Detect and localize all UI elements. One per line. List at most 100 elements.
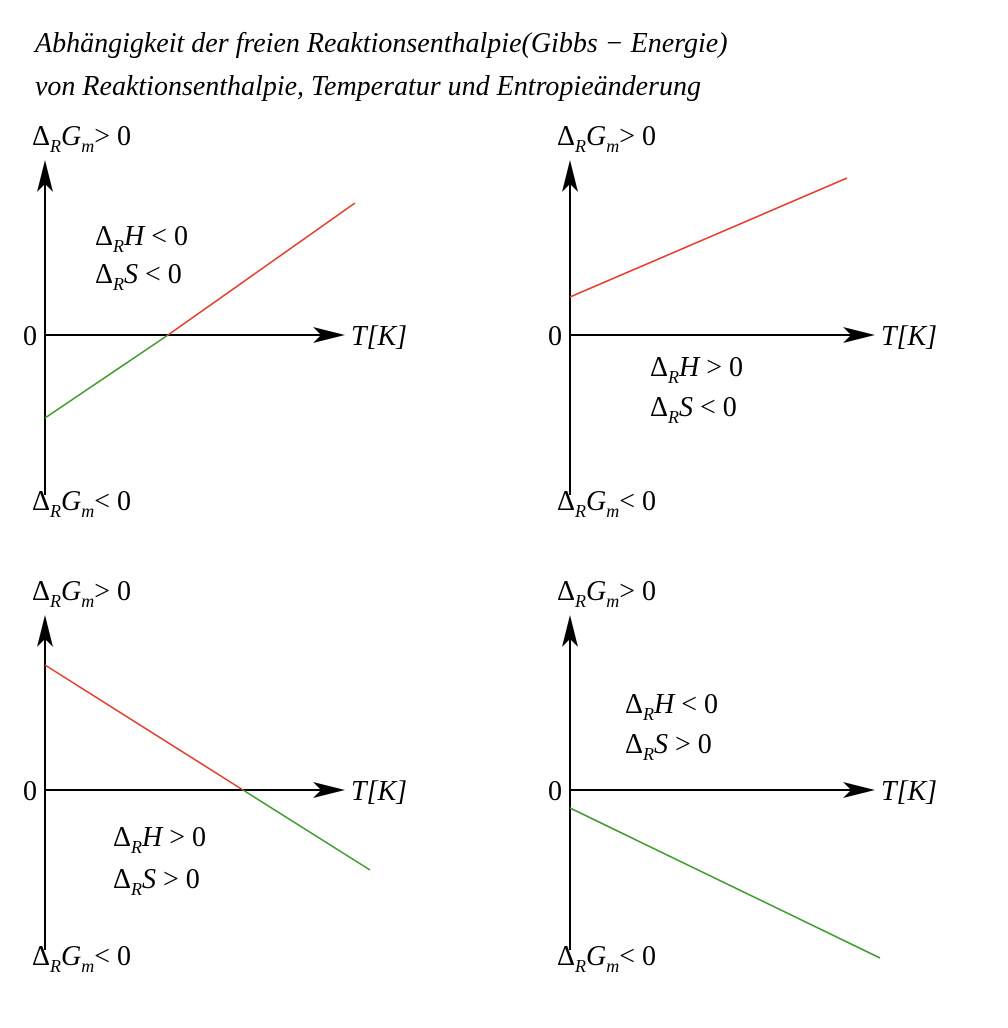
- y-bottom-label: ΔRGm< 0: [557, 941, 656, 976]
- title-line: Abhängigkeit der freien Reaktionsenthalp…: [33, 28, 728, 59]
- y-top-label-part: R: [574, 136, 586, 156]
- zero-label: 0: [23, 776, 37, 807]
- condition-label: ΔRH > 0: [113, 822, 206, 857]
- y-bottom-label-part: < 0: [94, 941, 131, 972]
- y-top-label-part: m: [606, 136, 619, 156]
- y-bottom-label-part: R: [574, 956, 586, 976]
- y-top-label-part: m: [81, 591, 94, 611]
- y-top-label-part: m: [81, 136, 94, 156]
- condition-label: ΔRH < 0: [95, 221, 188, 256]
- y-bottom-label-part: < 0: [94, 486, 131, 517]
- y-top-label-part: Δ: [557, 121, 575, 152]
- y-top-label-part: Δ: [557, 576, 575, 607]
- y-top-label: ΔRGm> 0: [32, 576, 131, 611]
- y-top-label-part: > 0: [619, 576, 656, 607]
- y-top-label: ΔRGm> 0: [32, 121, 131, 156]
- x-axis-label: T[K]: [881, 776, 937, 807]
- gibbs-line: [569, 807, 881, 959]
- condition-label: ΔRH < 0: [625, 689, 718, 724]
- y-bottom-label-part: m: [606, 956, 619, 976]
- y-bottom-label-part: Δ: [557, 941, 575, 972]
- y-top-label-part: Δ: [32, 576, 50, 607]
- y-top-label-part: Δ: [32, 121, 50, 152]
- y-bottom-label: ΔRGm< 0: [32, 941, 131, 976]
- y-top-label-part: m: [606, 591, 619, 611]
- zero-label: 0: [548, 776, 562, 807]
- gibbs-line: [44, 664, 244, 791]
- condition-label-part: Δ: [95, 259, 113, 290]
- arrow-head: [37, 160, 53, 192]
- y-top-label-part: G: [586, 576, 606, 607]
- condition-label: ΔRS < 0: [650, 392, 737, 427]
- y-bottom-label-part: G: [61, 486, 81, 517]
- condition-label-part: S: [654, 729, 668, 760]
- condition-label-part: Δ: [625, 729, 643, 760]
- arrow-head: [313, 327, 345, 343]
- gibbs-line: [167, 202, 356, 336]
- y-top-label-part: R: [49, 136, 61, 156]
- condition-label-part: Δ: [625, 689, 643, 720]
- condition-label: ΔRS < 0: [95, 259, 182, 294]
- y-bottom-label-part: m: [81, 956, 94, 976]
- title-line: von Reaktionsenthalpie, Temperatur und E…: [35, 71, 701, 102]
- y-bottom-label-part: m: [606, 501, 619, 521]
- condition-label-part: < 0: [144, 221, 188, 252]
- y-bottom-label: ΔRGm< 0: [557, 486, 656, 521]
- zero-label: 0: [548, 321, 562, 352]
- y-top-label: ΔRGm> 0: [557, 121, 656, 156]
- y-bottom-label-part: R: [49, 956, 61, 976]
- condition-label-part: S: [142, 864, 156, 895]
- y-top-label-part: G: [61, 121, 81, 152]
- y-bottom-label-part: G: [586, 941, 606, 972]
- y-bottom-label: ΔRGm< 0: [32, 486, 131, 521]
- condition-label-part: R: [667, 407, 679, 427]
- y-top-label-part: R: [574, 591, 586, 611]
- condition-label-part: > 0: [156, 864, 200, 895]
- condition-label-part: R: [130, 879, 142, 899]
- condition-label-part: R: [642, 704, 654, 724]
- arrow-head: [562, 615, 578, 647]
- arrow-head: [843, 782, 875, 798]
- condition-label-part: > 0: [162, 822, 206, 853]
- arrow-head: [843, 327, 875, 343]
- y-top-label-part: > 0: [619, 121, 656, 152]
- condition-label-part: Δ: [650, 352, 668, 383]
- condition-label: ΔRS > 0: [113, 864, 200, 899]
- condition-label-part: < 0: [693, 392, 737, 423]
- condition-label-part: > 0: [668, 729, 712, 760]
- y-top-label-part: R: [49, 591, 61, 611]
- y-top-label-part: > 0: [94, 576, 131, 607]
- condition-label-part: H: [653, 689, 676, 720]
- condition-label-part: Δ: [113, 864, 131, 895]
- condition-label-part: H: [123, 221, 146, 252]
- condition-label-part: H: [678, 352, 701, 383]
- y-bottom-label-part: < 0: [619, 941, 656, 972]
- condition-label-part: Δ: [95, 221, 113, 252]
- condition-label-part: Δ: [650, 392, 668, 423]
- y-bottom-label-part: R: [574, 501, 586, 521]
- zero-label: 0: [23, 321, 37, 352]
- y-bottom-label-part: m: [81, 501, 94, 521]
- y-bottom-label-part: Δ: [32, 486, 50, 517]
- condition-label: ΔRH > 0: [650, 352, 743, 387]
- condition-label-part: < 0: [138, 259, 182, 290]
- gibbs-line: [44, 334, 169, 419]
- gibbs-line: [569, 177, 848, 298]
- condition-label-part: R: [112, 274, 124, 294]
- arrow-head: [37, 615, 53, 647]
- condition-label-part: R: [112, 236, 124, 256]
- y-top-label-part: > 0: [94, 121, 131, 152]
- arrow-head: [313, 782, 345, 798]
- y-top-label: ΔRGm> 0: [557, 576, 656, 611]
- condition-label-part: < 0: [674, 689, 718, 720]
- y-top-label-part: G: [586, 121, 606, 152]
- y-bottom-label-part: G: [61, 941, 81, 972]
- condition-label-part: S: [679, 392, 693, 423]
- condition-label-part: > 0: [699, 352, 743, 383]
- condition-label: ΔRS > 0: [625, 729, 712, 764]
- x-axis-label: T[K]: [351, 321, 407, 352]
- condition-label-part: R: [642, 744, 654, 764]
- gibbs-line: [242, 789, 371, 871]
- y-bottom-label-part: Δ: [32, 941, 50, 972]
